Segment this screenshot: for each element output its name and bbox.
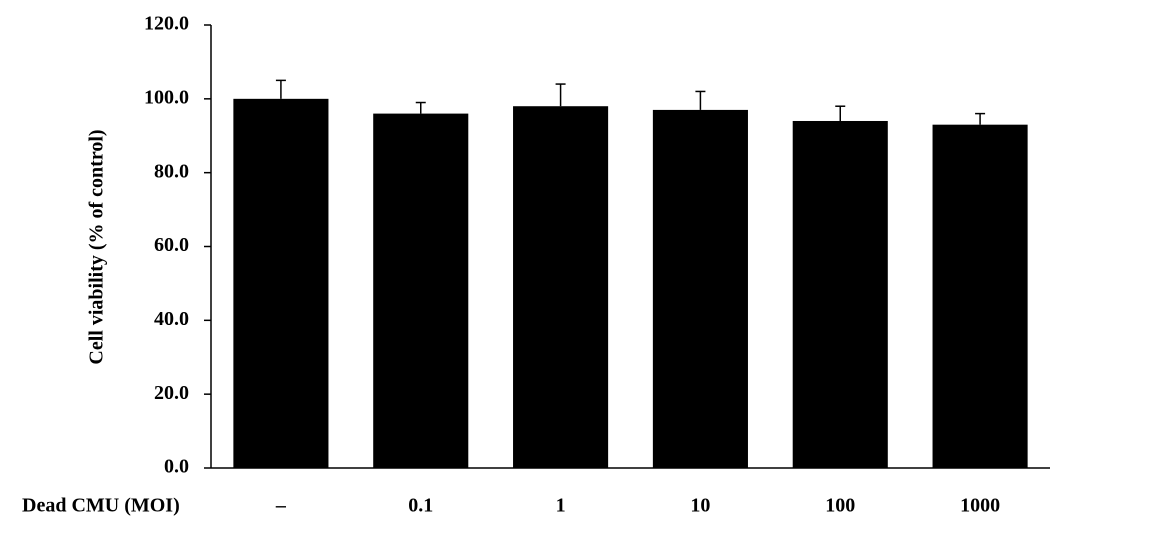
x-tick-label: – xyxy=(275,495,287,517)
y-tick-label: 100.0 xyxy=(144,86,189,108)
y-axis-label: Cell viability (% of control) xyxy=(86,129,108,364)
bar xyxy=(233,98,329,468)
x-tick-label: 1000 xyxy=(960,495,1000,517)
y-tick-label: 120.0 xyxy=(144,13,189,35)
y-tick-label: 40.0 xyxy=(154,308,189,330)
bar xyxy=(792,120,888,468)
y-tick-label: 0.0 xyxy=(164,456,189,478)
bar xyxy=(932,124,1028,469)
x-tick-label: 1 xyxy=(556,495,566,517)
bar xyxy=(652,109,748,469)
x-tick-label: 0.1 xyxy=(408,495,433,517)
x-tick-label: 10 xyxy=(690,495,710,517)
x-axis-label: Dead CMU (MOI) xyxy=(22,495,180,517)
bar xyxy=(373,113,469,468)
y-tick-label: 80.0 xyxy=(154,160,189,182)
bar xyxy=(513,106,609,468)
x-tick-label: 100 xyxy=(825,495,855,517)
y-tick-label: 60.0 xyxy=(154,234,189,256)
y-tick-label: 20.0 xyxy=(154,382,189,404)
